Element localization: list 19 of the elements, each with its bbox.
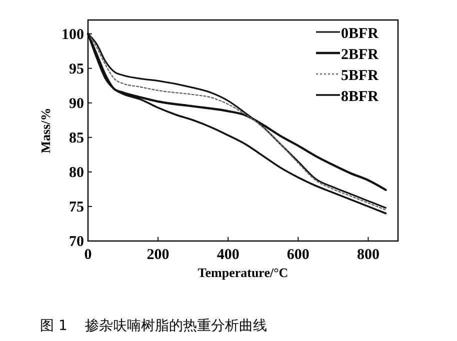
y-axis-title: Mass/% [38, 108, 53, 154]
y-tick-label: 70 [69, 234, 84, 250]
y-tick-label: 75 [69, 199, 84, 216]
legend-label: 2BFR [341, 47, 379, 63]
legend-label: 0BFR [341, 26, 379, 42]
legend-label: 5BFR [341, 68, 379, 84]
x-tick-label: 600 [286, 247, 310, 263]
y-tick-label: 95 [69, 61, 84, 78]
x-tick-label: 400 [216, 247, 240, 263]
y-tick-label: 100 [62, 26, 84, 43]
x-tick-label: 800 [356, 247, 380, 263]
y-tick-label: 80 [69, 164, 84, 181]
x-tick-label: 200 [146, 247, 170, 263]
x-tick-label: 0 [84, 247, 92, 263]
y-tick-label: 90 [69, 96, 84, 112]
legend-label: 8BFR [341, 89, 379, 105]
x-axis-title: Temperature/°C [198, 265, 288, 280]
caption: 图 1 掺杂呋喃树脂的热重分析曲线 [40, 318, 268, 334]
y-tick-label: 85 [69, 130, 84, 146]
